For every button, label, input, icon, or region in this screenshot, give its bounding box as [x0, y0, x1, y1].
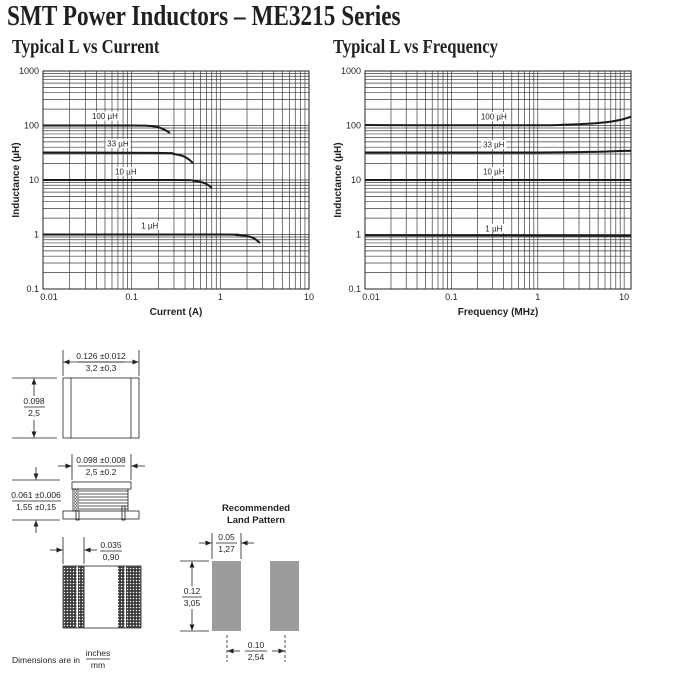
label-backdrop [76, 351, 126, 360]
curve-100h [42, 124, 171, 134]
pad-width-inches: 0.05 [218, 532, 235, 542]
label-backdrop [80, 364, 122, 373]
side-view-drawing: 0.098 ±0.008 2,5 ±0.2 0.061 ±0.006 1,55 … [11, 454, 145, 533]
x-axis-label: Current (A) [150, 307, 203, 318]
terminal-leg-left [75, 510, 80, 521]
inductor-base [62, 510, 140, 520]
land-pad-right [270, 561, 299, 631]
pad-width-mm: 1,27 [218, 544, 235, 554]
inductor-body-top [62, 377, 140, 439]
y-tick-label: 1 [34, 230, 39, 240]
label-backdrop [22, 396, 47, 420]
height-inches: 0.098 [23, 396, 45, 406]
label-backdrop [90, 111, 120, 121]
y-tick-label: 100 [346, 121, 361, 131]
x-tick-label: 0.1 [125, 292, 138, 302]
curve-label: 33 µH [483, 141, 505, 150]
terminal-right-inner [118, 566, 125, 628]
page-title: SMT Power Inductors – ME3215 Series [7, 1, 401, 32]
curve-label: 1 µH [485, 224, 502, 233]
x-tick-label: 1 [218, 292, 223, 302]
width-inches: 0.098 ±0.008 [76, 455, 126, 465]
terminal-width-mm: 0,90 [103, 552, 120, 562]
x-tick-label: 0.1 [445, 292, 458, 302]
x-tick-label: 10 [304, 292, 314, 302]
label-backdrop [481, 140, 507, 150]
x-tick-label: 0.01 [40, 292, 58, 302]
curve-100h [364, 115, 632, 127]
curve-label: 10 µH [115, 168, 137, 177]
land-pattern-drawing: Recommended Land Pattern 0.05 1,27 0.12 … [180, 503, 299, 662]
terminal-width-inches: 0.035 [100, 540, 122, 550]
terminal-left-inner [78, 566, 85, 628]
pad-length-mm: 3,05 [184, 598, 201, 608]
curve-1h [42, 233, 261, 244]
units-mm: mm [91, 660, 105, 670]
terminal-leg-right [121, 505, 126, 521]
y-tick-label: 1 [356, 230, 361, 240]
units-note: Dimensions are in [12, 655, 80, 665]
top-view-drawing: 0.126 ±0.012 3,2 ±0,3 0.098 2,5 [12, 350, 140, 439]
land-pattern-title-line2: Land Pattern [227, 515, 285, 526]
y-tick-label: 0.1 [26, 284, 39, 294]
land-pad-left [212, 561, 241, 631]
width-inches: 0.126 ±0.012 [76, 351, 126, 361]
curve-label: 100 µH [92, 112, 118, 121]
units-inches: inches [86, 648, 111, 658]
chart-title-frequency: Typical L vs Frequency [333, 36, 498, 58]
y-tick-label: 10 [29, 175, 39, 185]
bottom-view-drawing: 0.035 0,90 Dimensions are in inches mm [12, 537, 142, 670]
curve-10h [42, 178, 213, 189]
label-backdrop [113, 167, 139, 177]
label-backdrop [483, 223, 505, 233]
label-backdrop [139, 221, 160, 231]
curve-label: 33 µH [107, 139, 129, 148]
width-mm: 3,2 ±0,3 [86, 363, 117, 373]
coil-turns [74, 489, 77, 511]
coil-winding [72, 488, 129, 512]
mechanical-drawings: 0.126 ±0.012 3,2 ±0,3 0.098 2,5 0.098 ±0… [11, 350, 299, 670]
x-tick-label: 10 [619, 292, 629, 302]
label-backdrop [479, 112, 509, 122]
coil-side [72, 488, 79, 512]
x-tick-label: 1 [535, 292, 540, 302]
curve-label: 100 µH [481, 113, 507, 122]
height-mm: 2,5 [28, 408, 40, 418]
inductor-cap [71, 481, 132, 490]
label-backdrop [105, 138, 131, 148]
y-tick-label: 1000 [341, 66, 361, 76]
land-pattern-title-line1: Recommended [222, 503, 290, 514]
y-axis-label: Inductance (µH) [11, 142, 22, 217]
pitch-mm: 2,54 [248, 652, 265, 662]
pitch-inches: 0.10 [248, 640, 265, 650]
y-tick-label: 0.1 [348, 284, 361, 294]
curve-33h [42, 151, 194, 164]
height-inches: 0.061 ±0.006 [11, 490, 61, 500]
label-backdrop [181, 586, 203, 609]
y-tick-label: 100 [24, 121, 39, 131]
curve-label: 1 µH [141, 222, 158, 231]
terminal-left-outer [63, 566, 77, 628]
label-backdrop [481, 167, 507, 177]
x-axis-label: Frequency (MHz) [458, 307, 539, 318]
y-tick-label: 10 [351, 175, 361, 185]
x-tick-label: 0.01 [362, 292, 380, 302]
width-mm: 2,5 ±0.2 [86, 467, 117, 477]
curve-label: 10 µH [483, 168, 505, 177]
height-mm: 1,55 ±0,15 [16, 502, 56, 512]
inductor-body-bottom [62, 565, 142, 629]
y-tick-label: 1000 [19, 66, 39, 76]
pad-length-inches: 0.12 [184, 586, 201, 596]
y-axis-label: Inductance (µH) [333, 142, 344, 217]
chart-title-current: Typical L vs Current [12, 36, 160, 58]
terminal-right-outer [126, 566, 141, 628]
curve-33h [364, 149, 632, 154]
